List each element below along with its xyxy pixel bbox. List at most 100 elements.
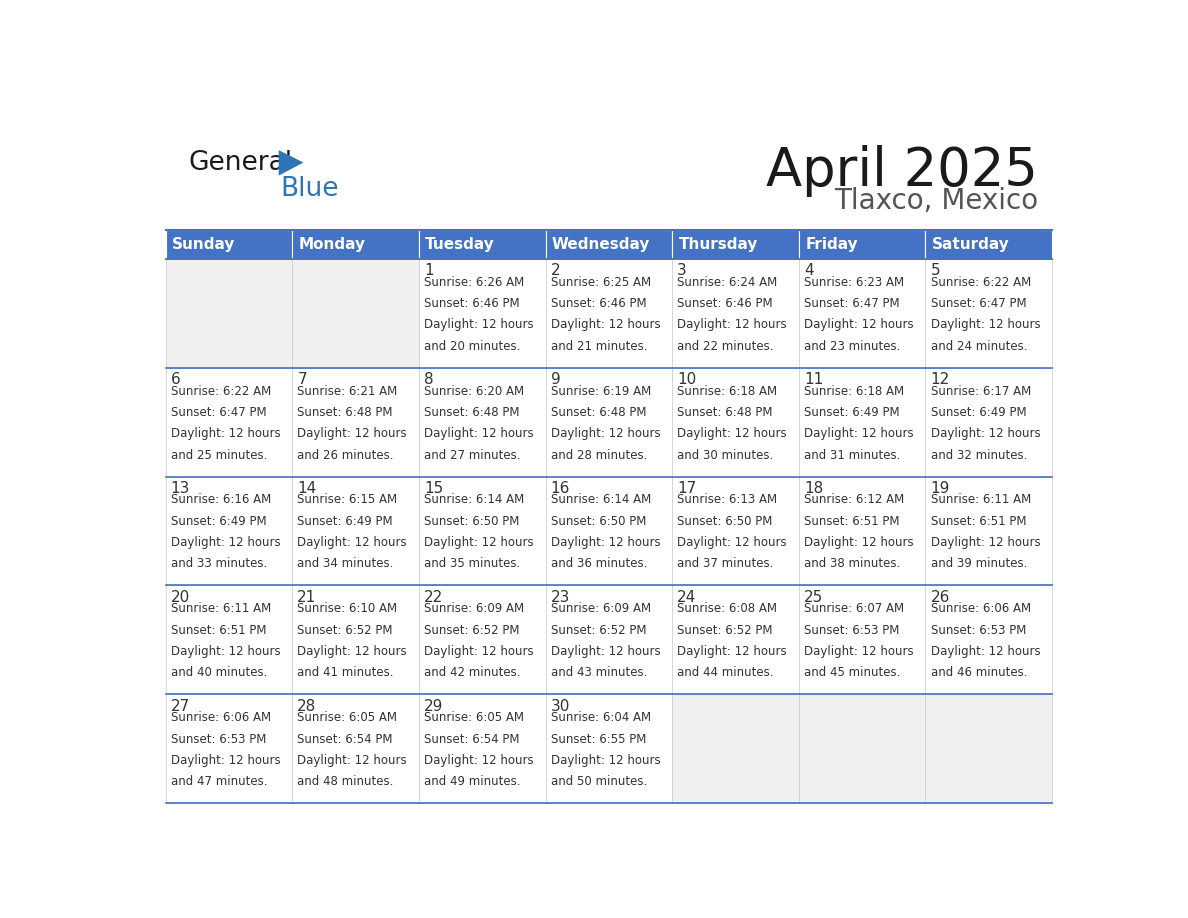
Text: and 41 minutes.: and 41 minutes. [297,666,393,679]
Bar [292,230,419,259]
Text: Sunrise: 6:11 AM: Sunrise: 6:11 AM [930,494,1031,507]
Text: 8: 8 [424,373,434,387]
Text: Sunset: 6:52 PM: Sunset: 6:52 PM [677,623,772,637]
Bar [925,230,1053,259]
Bar [165,694,292,803]
Text: Sunrise: 6:18 AM: Sunrise: 6:18 AM [804,385,904,397]
Text: Daylight: 12 hours: Daylight: 12 hours [171,754,280,767]
Text: Daylight: 12 hours: Daylight: 12 hours [171,645,280,658]
Text: 16: 16 [550,481,570,496]
Bar [419,230,545,259]
Text: Sunrise: 6:06 AM: Sunrise: 6:06 AM [930,602,1031,615]
Bar [292,586,419,694]
Text: Sunrise: 6:23 AM: Sunrise: 6:23 AM [804,275,904,288]
Text: Sunrise: 6:26 AM: Sunrise: 6:26 AM [424,275,524,288]
Text: and 28 minutes.: and 28 minutes. [550,449,647,462]
Text: Sunrise: 6:20 AM: Sunrise: 6:20 AM [424,385,524,397]
Bar [672,476,798,586]
Text: and 40 minutes.: and 40 minutes. [171,666,267,679]
Bar [545,230,672,259]
Text: Sunrise: 6:11 AM: Sunrise: 6:11 AM [171,602,271,615]
Text: Sunset: 6:49 PM: Sunset: 6:49 PM [171,515,266,528]
Text: Daylight: 12 hours: Daylight: 12 hours [677,427,786,441]
Bar [165,586,292,694]
Text: and 43 minutes.: and 43 minutes. [550,666,647,679]
Text: and 24 minutes.: and 24 minutes. [930,340,1028,353]
Text: Saturday: Saturday [931,237,1010,252]
Bar [925,476,1053,586]
Text: General: General [189,151,293,176]
Text: Sunset: 6:47 PM: Sunset: 6:47 PM [171,406,266,419]
Text: 21: 21 [297,590,316,605]
Text: 22: 22 [424,590,443,605]
Text: Sunset: 6:53 PM: Sunset: 6:53 PM [171,733,266,745]
Text: Daylight: 12 hours: Daylight: 12 hours [297,645,407,658]
Text: Daylight: 12 hours: Daylight: 12 hours [297,536,407,549]
Text: Sunrise: 6:12 AM: Sunrise: 6:12 AM [804,494,904,507]
Text: Sunrise: 6:06 AM: Sunrise: 6:06 AM [171,711,271,724]
Bar [672,259,798,367]
Text: and 31 minutes.: and 31 minutes. [804,449,901,462]
Text: and 35 minutes.: and 35 minutes. [424,557,520,570]
Text: Daylight: 12 hours: Daylight: 12 hours [804,536,914,549]
Text: Sunrise: 6:16 AM: Sunrise: 6:16 AM [171,494,271,507]
Bar [798,476,925,586]
Text: Daylight: 12 hours: Daylight: 12 hours [550,754,661,767]
Text: 19: 19 [930,481,950,496]
Text: Sunset: 6:53 PM: Sunset: 6:53 PM [930,623,1026,637]
Text: Sunset: 6:52 PM: Sunset: 6:52 PM [297,623,393,637]
Text: Daylight: 12 hours: Daylight: 12 hours [550,427,661,441]
Text: Daylight: 12 hours: Daylight: 12 hours [297,427,407,441]
Text: 1: 1 [424,263,434,278]
Text: Sunrise: 6:07 AM: Sunrise: 6:07 AM [804,602,904,615]
Text: Daylight: 12 hours: Daylight: 12 hours [550,536,661,549]
Text: 26: 26 [930,590,950,605]
Text: 12: 12 [930,373,950,387]
Text: and 20 minutes.: and 20 minutes. [424,340,520,353]
Bar [545,367,672,476]
Bar [925,367,1053,476]
Text: 23: 23 [550,590,570,605]
Text: Sunrise: 6:19 AM: Sunrise: 6:19 AM [550,385,651,397]
Bar [798,694,925,803]
Text: and 39 minutes.: and 39 minutes. [930,557,1026,570]
Text: Sunset: 6:48 PM: Sunset: 6:48 PM [424,406,519,419]
Text: Sunset: 6:53 PM: Sunset: 6:53 PM [804,623,899,637]
Text: Tlaxco, Mexico: Tlaxco, Mexico [834,187,1038,215]
Text: and 21 minutes.: and 21 minutes. [550,340,647,353]
Text: Sunset: 6:55 PM: Sunset: 6:55 PM [550,733,646,745]
Text: Daylight: 12 hours: Daylight: 12 hours [550,319,661,331]
Text: and 46 minutes.: and 46 minutes. [930,666,1028,679]
Text: Sunset: 6:47 PM: Sunset: 6:47 PM [930,297,1026,310]
Bar [798,367,925,476]
Text: Sunrise: 6:14 AM: Sunrise: 6:14 AM [550,494,651,507]
Bar [545,586,672,694]
Text: 28: 28 [297,699,316,714]
Text: 25: 25 [804,590,823,605]
Text: Daylight: 12 hours: Daylight: 12 hours [424,754,533,767]
Text: Daylight: 12 hours: Daylight: 12 hours [424,427,533,441]
Bar [672,230,798,259]
Text: Sunday: Sunday [172,237,235,252]
Text: and 37 minutes.: and 37 minutes. [677,557,773,570]
Text: Sunrise: 6:21 AM: Sunrise: 6:21 AM [297,385,398,397]
Bar [545,259,672,367]
Text: 13: 13 [171,481,190,496]
Text: Daylight: 12 hours: Daylight: 12 hours [677,319,786,331]
Polygon shape [279,151,303,175]
Text: Daylight: 12 hours: Daylight: 12 hours [804,427,914,441]
Text: Sunrise: 6:24 AM: Sunrise: 6:24 AM [677,275,777,288]
Text: Sunrise: 6:08 AM: Sunrise: 6:08 AM [677,602,777,615]
Text: Daylight: 12 hours: Daylight: 12 hours [930,536,1041,549]
Text: Sunset: 6:54 PM: Sunset: 6:54 PM [424,733,519,745]
Text: April 2025: April 2025 [766,145,1038,196]
Text: Sunrise: 6:13 AM: Sunrise: 6:13 AM [677,494,777,507]
Text: Daylight: 12 hours: Daylight: 12 hours [297,754,407,767]
Text: and 23 minutes.: and 23 minutes. [804,340,901,353]
Text: Sunset: 6:46 PM: Sunset: 6:46 PM [550,297,646,310]
Text: 20: 20 [171,590,190,605]
Bar [292,259,419,367]
Text: Sunset: 6:49 PM: Sunset: 6:49 PM [804,406,899,419]
Text: Daylight: 12 hours: Daylight: 12 hours [804,645,914,658]
Text: Sunset: 6:51 PM: Sunset: 6:51 PM [171,623,266,637]
